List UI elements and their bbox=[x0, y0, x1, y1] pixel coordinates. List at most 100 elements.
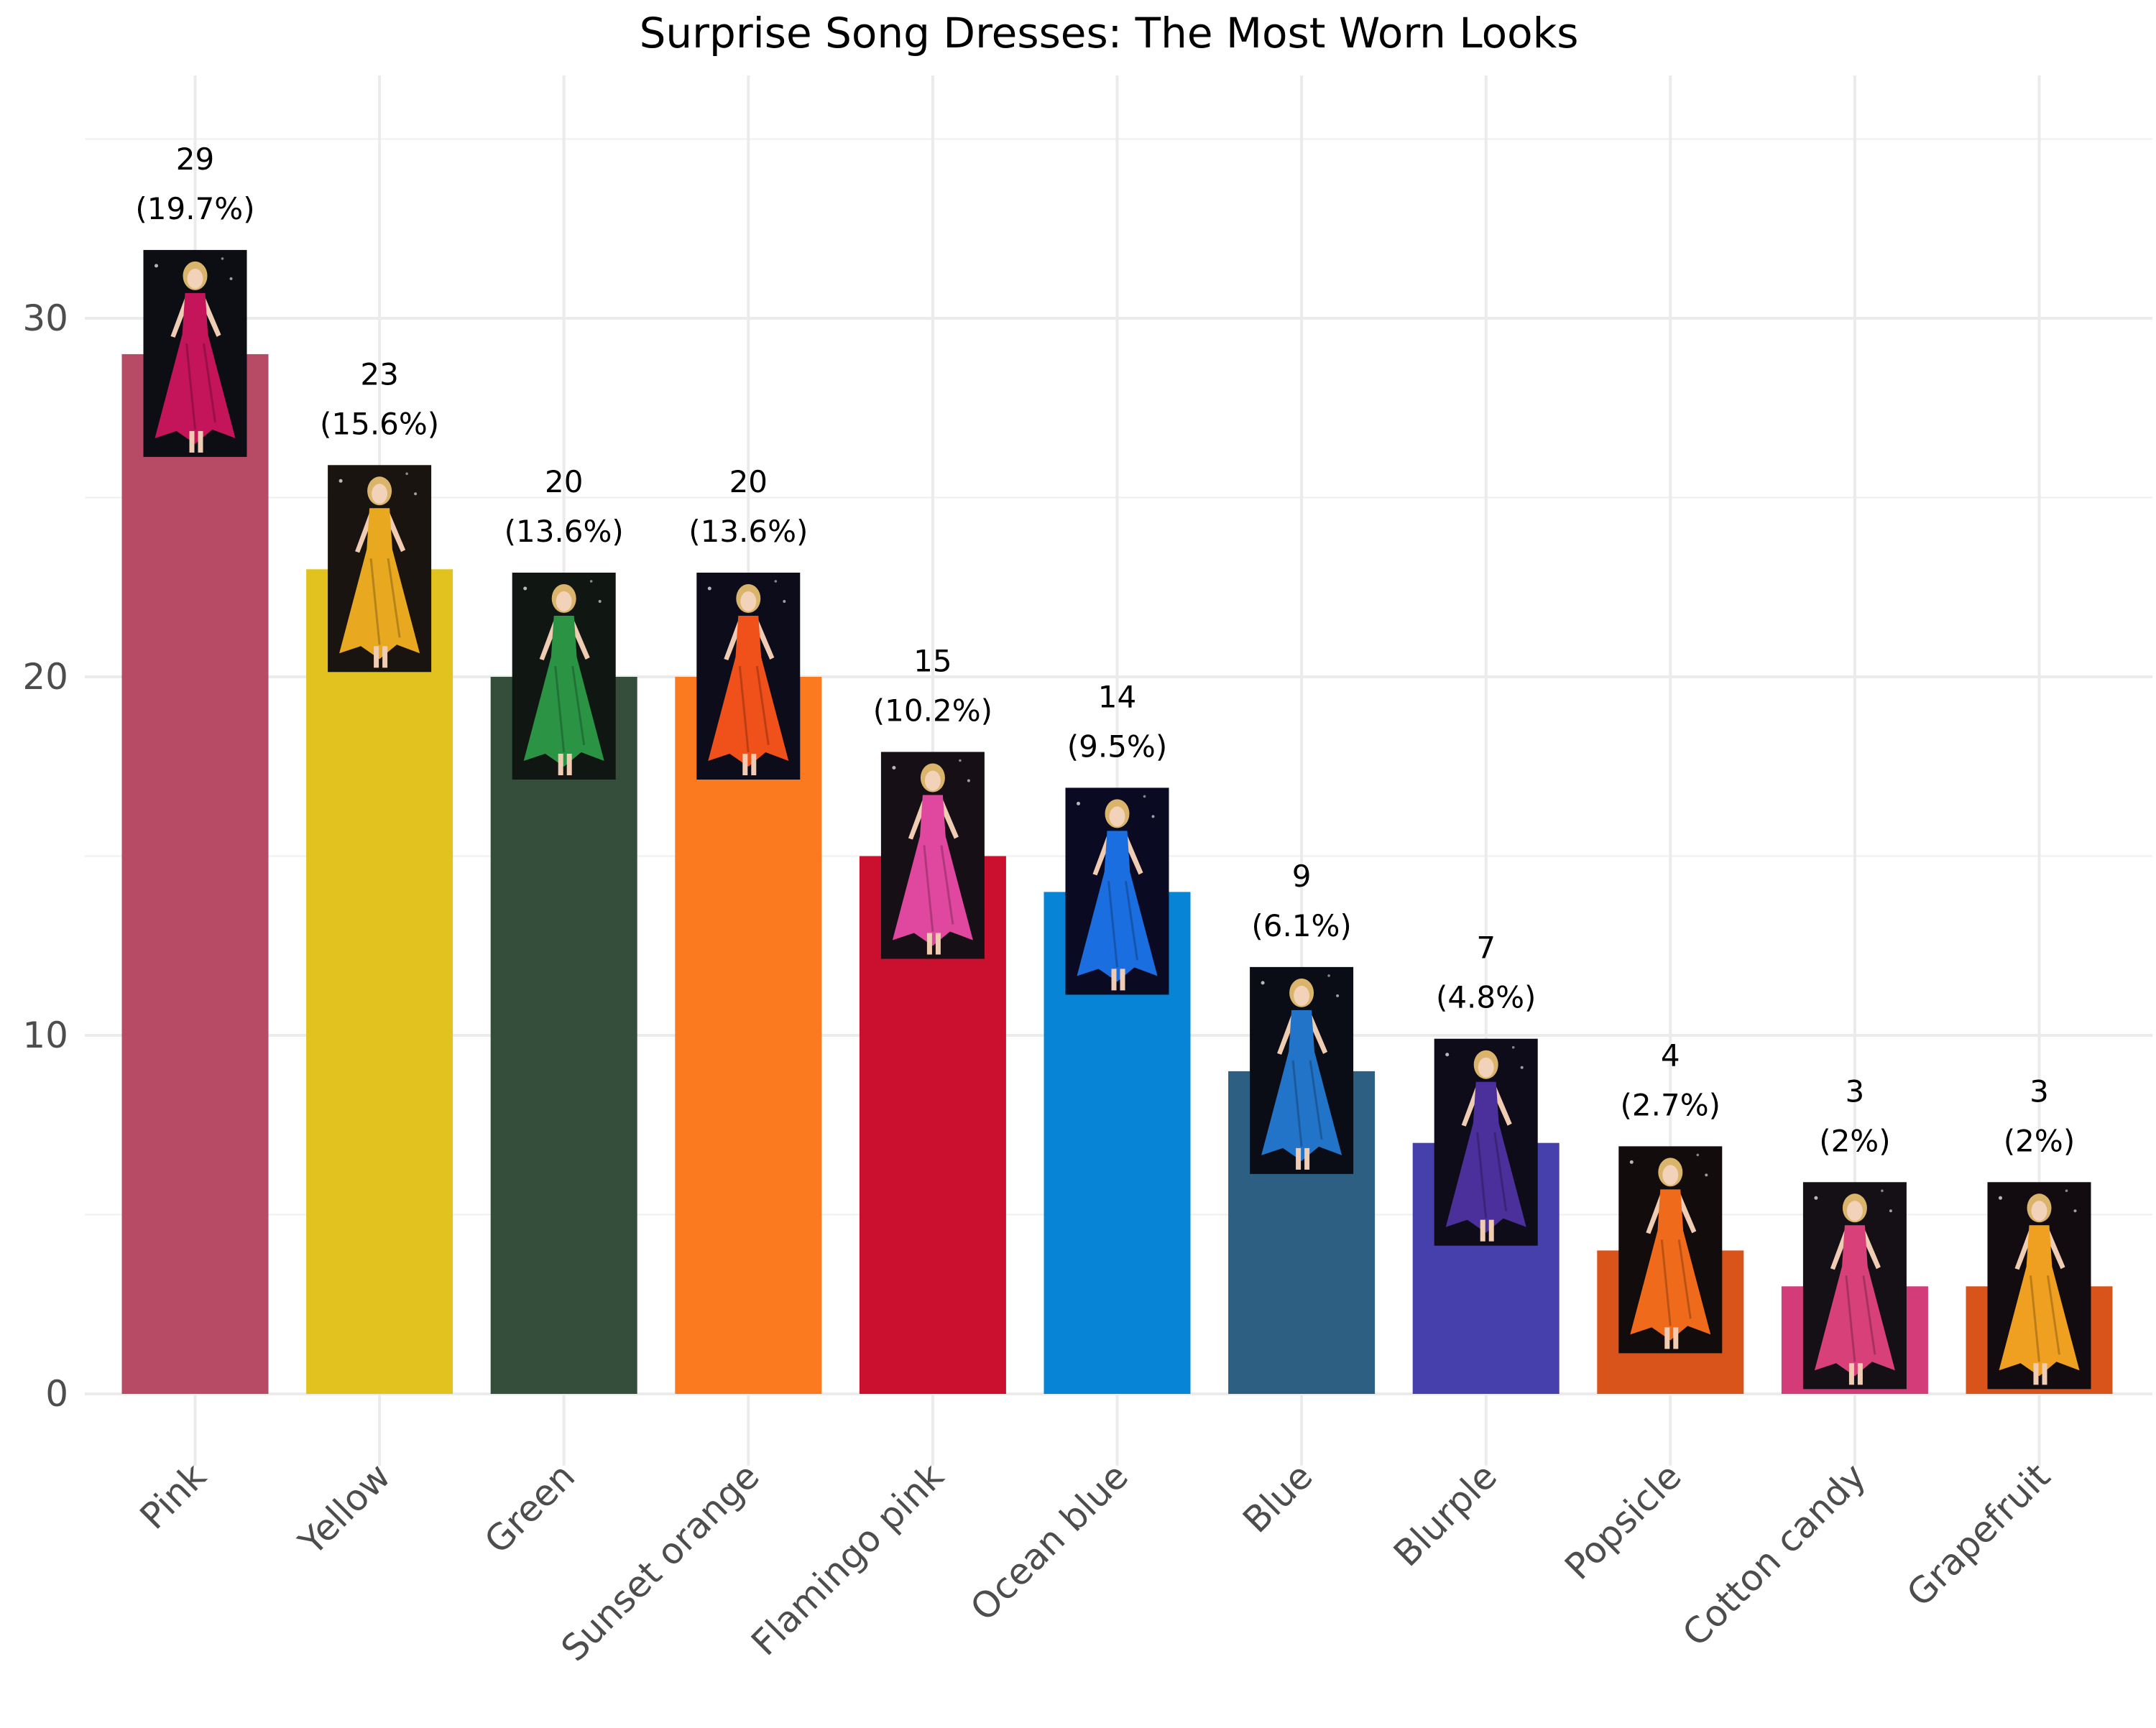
percent-label: (13.6%) bbox=[505, 514, 624, 549]
leg bbox=[1296, 1147, 1302, 1170]
x-tick-label: Flamingo pink bbox=[743, 1455, 952, 1663]
arm bbox=[1124, 835, 1143, 875]
stage-light bbox=[892, 766, 896, 770]
arm bbox=[1092, 835, 1110, 876]
stage-light bbox=[1705, 1173, 1708, 1177]
dress-fold bbox=[1660, 1239, 1692, 1326]
arm bbox=[355, 512, 373, 553]
stage-light bbox=[1511, 1045, 1515, 1049]
x-tick-label: Cotton candy bbox=[1674, 1455, 1874, 1654]
stage-light bbox=[1143, 795, 1146, 798]
leg bbox=[374, 646, 379, 668]
dress-fold bbox=[185, 343, 216, 430]
leg bbox=[198, 430, 203, 453]
dress-photo bbox=[1802, 1182, 1907, 1390]
value-label: 3 bbox=[2030, 1073, 2049, 1109]
photo-layer bbox=[143, 249, 2091, 1390]
dress-bodice bbox=[550, 616, 577, 659]
bar bbox=[490, 677, 637, 1394]
bar bbox=[675, 677, 822, 1394]
percent-label: (2.7%) bbox=[1621, 1087, 1720, 1122]
stage-light bbox=[1889, 1209, 1892, 1213]
dress-fold bbox=[1845, 1275, 1876, 1362]
percent-label: (2%) bbox=[2004, 1123, 2075, 1158]
bar-layer bbox=[121, 354, 2113, 1394]
leg bbox=[751, 754, 757, 775]
dress-photo bbox=[1434, 1038, 1538, 1246]
leg bbox=[935, 933, 941, 955]
dress-skirt bbox=[1630, 1231, 1711, 1341]
stage-light bbox=[2073, 1209, 2077, 1213]
percent-label: (6.1%) bbox=[1251, 908, 1351, 943]
dress-fold bbox=[554, 665, 586, 753]
arm bbox=[2014, 1229, 2032, 1270]
leg bbox=[926, 933, 932, 955]
stage-light bbox=[1261, 981, 1265, 985]
dress-skirt bbox=[1077, 872, 1158, 982]
percent-label: (9.5%) bbox=[1067, 729, 1167, 764]
dress-bodice bbox=[1289, 1009, 1315, 1053]
arm bbox=[1861, 1229, 1881, 1270]
dress-skirt bbox=[523, 657, 604, 767]
stage-light bbox=[1814, 1196, 1818, 1200]
leg bbox=[1120, 969, 1125, 991]
leg bbox=[1111, 969, 1117, 991]
arm bbox=[1830, 1229, 1848, 1270]
arm bbox=[170, 297, 188, 338]
dress-fold bbox=[2030, 1275, 2060, 1362]
stage-light bbox=[1629, 1160, 1634, 1164]
stage-light bbox=[229, 277, 233, 280]
value-label: 4 bbox=[1661, 1038, 1680, 1073]
stage-light bbox=[1520, 1066, 1524, 1069]
stage-light bbox=[967, 779, 970, 782]
leg bbox=[1304, 1147, 1310, 1170]
dress-fold bbox=[1107, 881, 1138, 968]
dress-photo bbox=[143, 249, 247, 457]
value-label: 15 bbox=[913, 644, 952, 679]
dress-photo bbox=[328, 465, 432, 673]
face bbox=[1662, 1165, 1679, 1186]
arm bbox=[1277, 1014, 1295, 1055]
chart-title: Surprise Song Dresses: The Most Worn Loo… bbox=[640, 9, 1579, 57]
value-label: 20 bbox=[545, 464, 583, 499]
y-tick-label: 0 bbox=[45, 1373, 68, 1415]
leg bbox=[558, 754, 563, 775]
arm bbox=[387, 512, 406, 553]
arm bbox=[724, 620, 742, 660]
dress-bodice bbox=[182, 292, 208, 336]
x-tick-label: Blurple bbox=[1386, 1455, 1505, 1574]
face bbox=[1846, 1201, 1863, 1221]
face bbox=[924, 770, 941, 791]
face bbox=[1294, 985, 1310, 1006]
dress-bodice bbox=[1657, 1189, 1684, 1233]
stage-light bbox=[774, 580, 778, 583]
x-tick-label: Blue bbox=[1235, 1455, 1320, 1540]
leg bbox=[566, 754, 572, 775]
dress-skirt bbox=[1445, 1123, 1526, 1233]
dress-skirt bbox=[892, 836, 973, 946]
percent-label: (19.7%) bbox=[135, 191, 254, 226]
dress-skirt bbox=[1999, 1267, 2080, 1377]
x-tick-label: Green bbox=[476, 1455, 583, 1561]
dress-skirt bbox=[708, 657, 789, 767]
leg bbox=[1488, 1219, 1494, 1242]
x-tick-label: Sunset orange bbox=[553, 1455, 768, 1669]
dress-bodice bbox=[1473, 1081, 1499, 1125]
face bbox=[1478, 1057, 1494, 1078]
leg bbox=[382, 646, 388, 668]
value-label: 9 bbox=[1292, 859, 1312, 894]
arm bbox=[1309, 1014, 1328, 1054]
dress-bodice bbox=[1841, 1225, 1868, 1269]
stage-light bbox=[959, 759, 962, 762]
leg bbox=[1848, 1363, 1854, 1385]
arm bbox=[2046, 1229, 2065, 1270]
arm bbox=[939, 799, 959, 839]
dress-photo bbox=[1065, 787, 1169, 995]
value-label: 20 bbox=[729, 464, 768, 499]
dress-skirt bbox=[1814, 1267, 1895, 1377]
stage-light bbox=[707, 586, 711, 591]
dress-bodice bbox=[919, 795, 946, 838]
dress-photo bbox=[880, 752, 985, 959]
